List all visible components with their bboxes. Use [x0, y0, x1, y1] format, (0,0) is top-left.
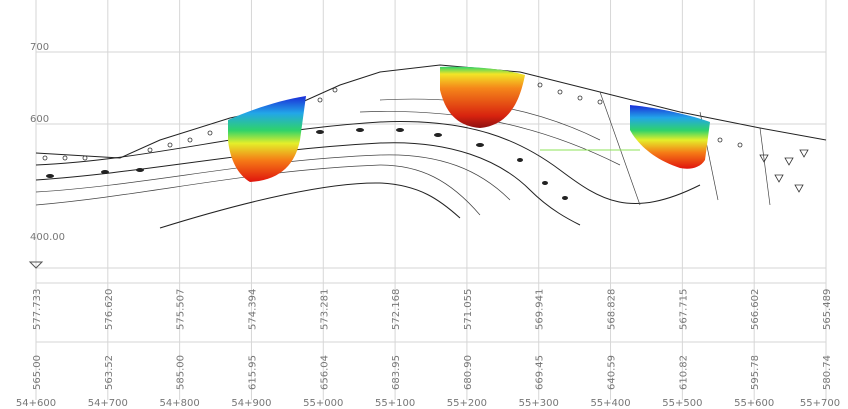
station-value: 567.715 — [678, 289, 689, 330]
chainage: 55+500 — [662, 398, 702, 409]
geology — [28, 64, 827, 269]
chainage: 54+900 — [231, 398, 271, 409]
chainage: 55+000 — [303, 398, 343, 409]
labels: 700 600 400.00 577.733 576.620 575.507 574.394… — [16, 42, 840, 409]
ground-level: 610.82 — [678, 355, 689, 390]
station-value: 573.281 — [319, 289, 330, 330]
ground-level: 656.04 — [319, 355, 330, 390]
ground-level: 640.59 — [607, 355, 618, 390]
station-value: 576.620 — [104, 289, 115, 330]
chainage: 55+700 — [800, 398, 840, 409]
chainage: 55+300 — [519, 398, 559, 409]
chainage: 55+100 — [375, 398, 415, 409]
elevation-label: 400.00 — [30, 232, 65, 243]
chainage: 54+800 — [160, 398, 200, 409]
station-value: 572.168 — [391, 289, 402, 330]
ground-level: 680.90 — [463, 355, 474, 390]
ground-level: 563.52 — [104, 355, 115, 390]
chainage: 55+400 — [590, 398, 630, 409]
ground-level: 615.95 — [247, 355, 258, 390]
station-value: 565.489 — [822, 289, 833, 330]
station-value: 568.828 — [607, 289, 618, 330]
ground-level: 585.00 — [176, 355, 187, 390]
ground-level: 669.45 — [535, 355, 546, 390]
ground-level: 595.78 — [750, 355, 761, 390]
station-value: 575.507 — [176, 289, 187, 330]
elevation-label: 600 — [30, 114, 49, 125]
chainage: 54+600 — [16, 398, 56, 409]
chainage: 55+600 — [734, 398, 774, 409]
ground-level: 580.74 — [822, 355, 833, 390]
chainage: 54+700 — [88, 398, 128, 409]
station-value: 577.733 — [32, 289, 43, 330]
ground-level: 565.00 — [32, 355, 43, 390]
elevation-label: 700 — [30, 42, 49, 53]
chainage: 55+200 — [447, 398, 487, 409]
grid — [35, 0, 827, 400]
ground-level: 683.95 — [391, 355, 402, 390]
station-value: 571.055 — [463, 289, 474, 330]
station-value: 566.602 — [750, 289, 761, 330]
station-value: 574.394 — [247, 289, 258, 330]
station-value: 569.941 — [535, 289, 546, 330]
